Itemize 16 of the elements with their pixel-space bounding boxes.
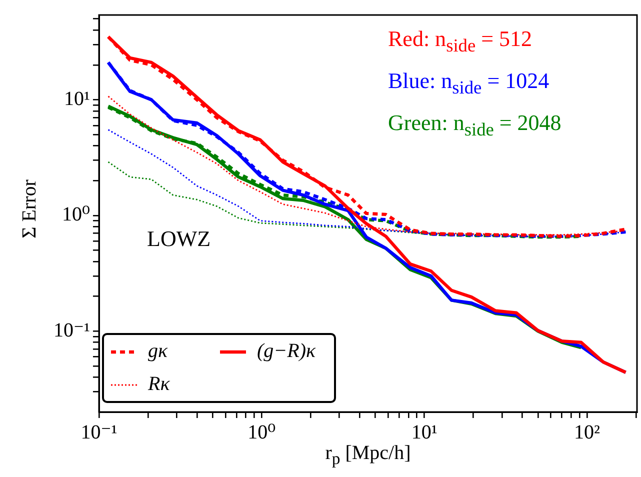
y-tick-label: 10⁰ [62, 204, 90, 226]
legend-label: Rκ [148, 373, 170, 396]
annotation: Blue: n$_{side}$ = 1024 [388, 68, 550, 98]
x-tick-label: 10¹ [411, 421, 438, 444]
annotation: Green: n$_{side}$ = 2048 [388, 110, 562, 140]
y-axis-title: Σ Error [18, 180, 42, 238]
x-tick-label: 10⁻¹ [80, 421, 118, 444]
x-tick-label: 10² [574, 421, 600, 444]
annotation: Red: n$_{side}$ = 512 [388, 26, 532, 56]
annotation: LOWZ [147, 226, 211, 252]
legend-label: (g−R)κ [257, 340, 316, 363]
legend-label: gκ [148, 340, 168, 363]
y-tick-label: 10¹ [64, 88, 90, 110]
y-tick-label: 10⁻¹ [53, 319, 90, 342]
x-tick-label: 10⁰ [248, 421, 276, 444]
x-axis-title: r$_{p}$ [Mpc/h] [324, 442, 412, 469]
